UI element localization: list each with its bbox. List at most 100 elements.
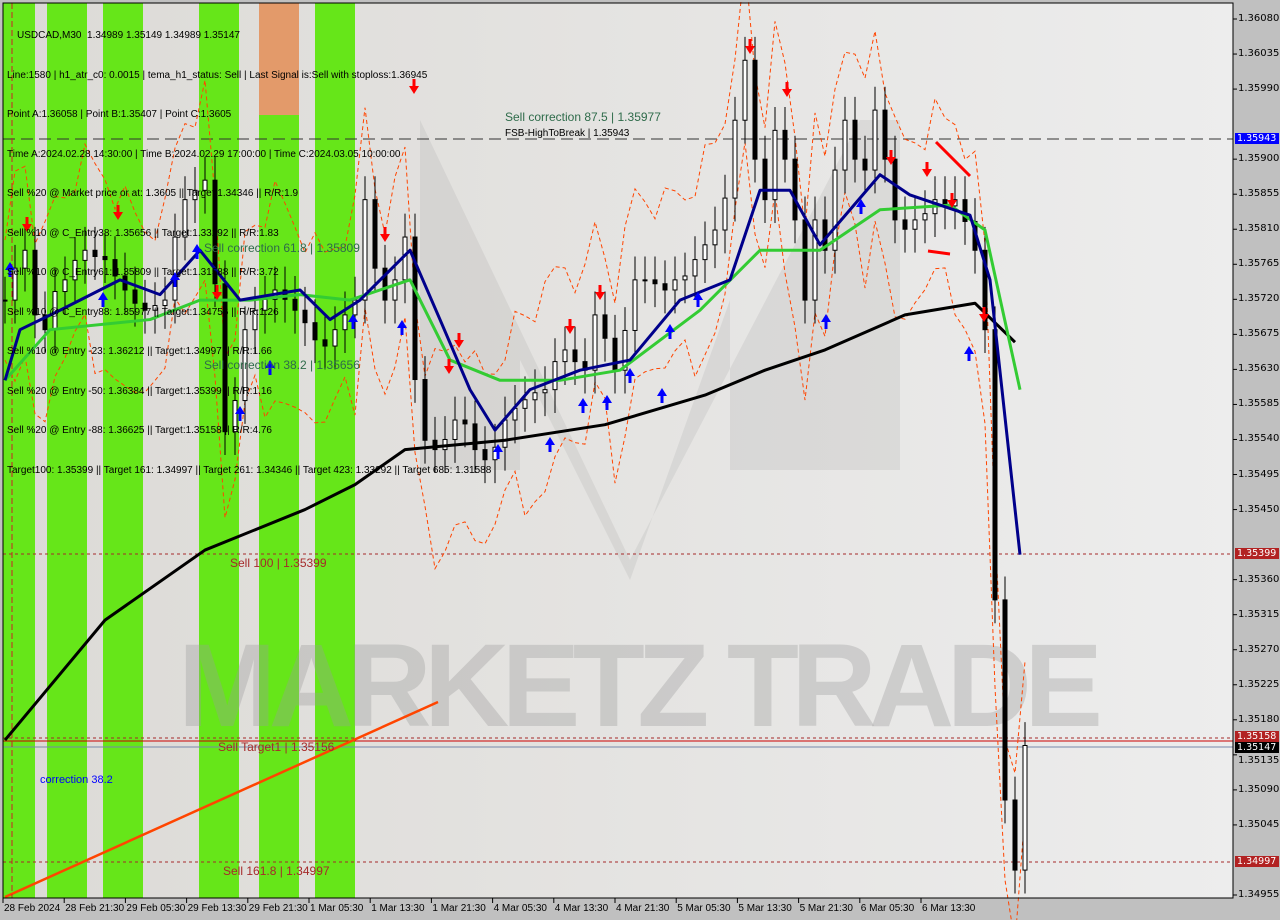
session-band	[47, 3, 87, 898]
buy-arrow-icon	[98, 292, 108, 307]
info-line: Sell %10 @ C_Entry88: 1.35977 || Target:…	[7, 306, 279, 318]
ma-black	[3, 301, 1017, 742]
candle-body	[702, 244, 708, 261]
candle-body	[622, 329, 628, 371]
y-tick-label: 1.35135	[1238, 755, 1280, 766]
y-tick-label: 1.36035	[1238, 48, 1280, 60]
info-panel: USDCAD,M30 1.34989 1.35149 1.34989 1.351…	[7, 3, 491, 490]
candle-body	[352, 299, 358, 316]
session-band	[3, 3, 35, 898]
badge-current-price: 1.35147	[1235, 742, 1279, 753]
info-line: Sell %20 @ Entry -88: 1.36625 || Target:…	[7, 425, 272, 436]
candle-body	[802, 219, 808, 301]
candle-body	[912, 219, 918, 230]
candle-body	[1002, 599, 1008, 801]
buy-arrow-icon	[821, 314, 831, 329]
y-tick-label: 1.35855	[1238, 188, 1280, 200]
sell-arrow-icon	[922, 162, 932, 177]
candle-body	[392, 279, 398, 301]
candle-body	[22, 249, 28, 269]
candle-body	[812, 219, 818, 301]
y-tick-label: 1.35810	[1238, 223, 1280, 235]
candle-body	[312, 322, 318, 341]
candle-body	[592, 314, 598, 371]
candle-body	[762, 158, 768, 201]
candle-body	[872, 109, 878, 171]
info-line: Sell %10 @ C_Entry38: 1.35656 || Target:…	[7, 227, 279, 239]
sell-arrow-icon	[595, 285, 605, 300]
candle-body	[572, 349, 578, 363]
info-line: Line:1580 | h1_atr_c0: 0.0015 | tema_h1_…	[7, 69, 428, 81]
badge-target: 1.35158	[1235, 731, 1279, 742]
candle-body	[412, 236, 418, 381]
y-tick-label: 1.35540	[1238, 433, 1280, 445]
candle-body	[982, 249, 988, 331]
candle-body	[612, 337, 618, 371]
buy-arrow-icon	[192, 244, 202, 259]
candle-body	[842, 119, 848, 171]
candle-body	[652, 279, 658, 285]
sell-arrow-icon	[444, 359, 454, 374]
watermark-logo	[420, 120, 900, 580]
candle-body	[132, 289, 138, 304]
candle-body	[502, 419, 508, 448]
candle-body	[712, 229, 718, 246]
candle-body	[212, 179, 218, 285]
buy-arrow-icon	[602, 395, 612, 410]
candle-body	[852, 119, 858, 160]
fsb-label: FSB-HighToBreak | 1.35943	[505, 128, 630, 139]
session-band-orange	[259, 3, 299, 115]
sell-arrow-icon	[886, 150, 896, 165]
candle-body	[112, 259, 118, 277]
sell-arrow-icon	[565, 319, 575, 334]
y-tick-label: 1.36080	[1238, 13, 1280, 24]
candle-body	[832, 169, 838, 251]
candle-body	[682, 275, 688, 281]
sell-arrow-icon	[380, 227, 390, 242]
info-line: Target100: 1.35399 || Target 161: 1.3499…	[7, 464, 492, 476]
buy-arrow-icon	[397, 320, 407, 335]
candle-body	[32, 249, 38, 316]
y-tick-label: 1.35900	[1238, 153, 1280, 165]
session-band	[199, 3, 239, 898]
candle-body	[62, 279, 68, 293]
candle-body	[252, 309, 258, 331]
candle-body	[322, 339, 328, 347]
y-tick-label: 1.35315	[1238, 608, 1280, 620]
x-tick-label: 29 Feb 13:30	[187, 903, 247, 914]
y-tick-label: 1.35270	[1238, 643, 1280, 655]
candle-body	[922, 213, 928, 221]
ma-green	[3, 203, 1022, 390]
candle-body	[772, 129, 778, 201]
candle-body	[232, 400, 238, 433]
plot-frame	[2, 2, 1234, 899]
y-tick-label: 1.35585	[1238, 398, 1280, 410]
buy-arrow-icon	[493, 444, 503, 459]
candle-body	[12, 267, 18, 301]
candle-body	[452, 419, 458, 440]
correction-382-blue-label: correction 38.2	[40, 774, 113, 786]
candle-body	[752, 59, 758, 160]
x-tick-label: 4 Mar 21:30	[616, 903, 670, 914]
candle-body	[1022, 744, 1028, 871]
info-line: Sell %10 @ Entry -23: 1.36212 || Target:…	[7, 346, 272, 357]
y-tick-label: 1.35720	[1238, 293, 1280, 305]
x-tick-label: 6 Mar 05:30	[860, 903, 915, 914]
y-tick-label: 1.35450	[1238, 503, 1280, 515]
watermark: MARKETZ TRADE	[178, 620, 1103, 752]
x-tick-label: 28 Feb 21:30	[65, 903, 125, 914]
sell-arrow-icon	[947, 193, 957, 208]
buy-arrow-icon	[964, 346, 974, 361]
sell-arrow-icon	[22, 217, 32, 232]
x-tick-label: 5 Mar 05:30	[677, 903, 731, 914]
buy-arrow-icon	[348, 314, 358, 329]
sell-arrow-icon	[409, 79, 419, 94]
buy-arrow-icon	[578, 398, 588, 413]
candle-body	[302, 309, 308, 324]
buy-arrow-icon	[625, 368, 635, 383]
buy-arrow-icon	[657, 388, 667, 403]
badge-sell100: 1.35399	[1235, 548, 1279, 559]
buy-arrow-icon	[665, 324, 675, 339]
candle-body	[532, 392, 538, 401]
